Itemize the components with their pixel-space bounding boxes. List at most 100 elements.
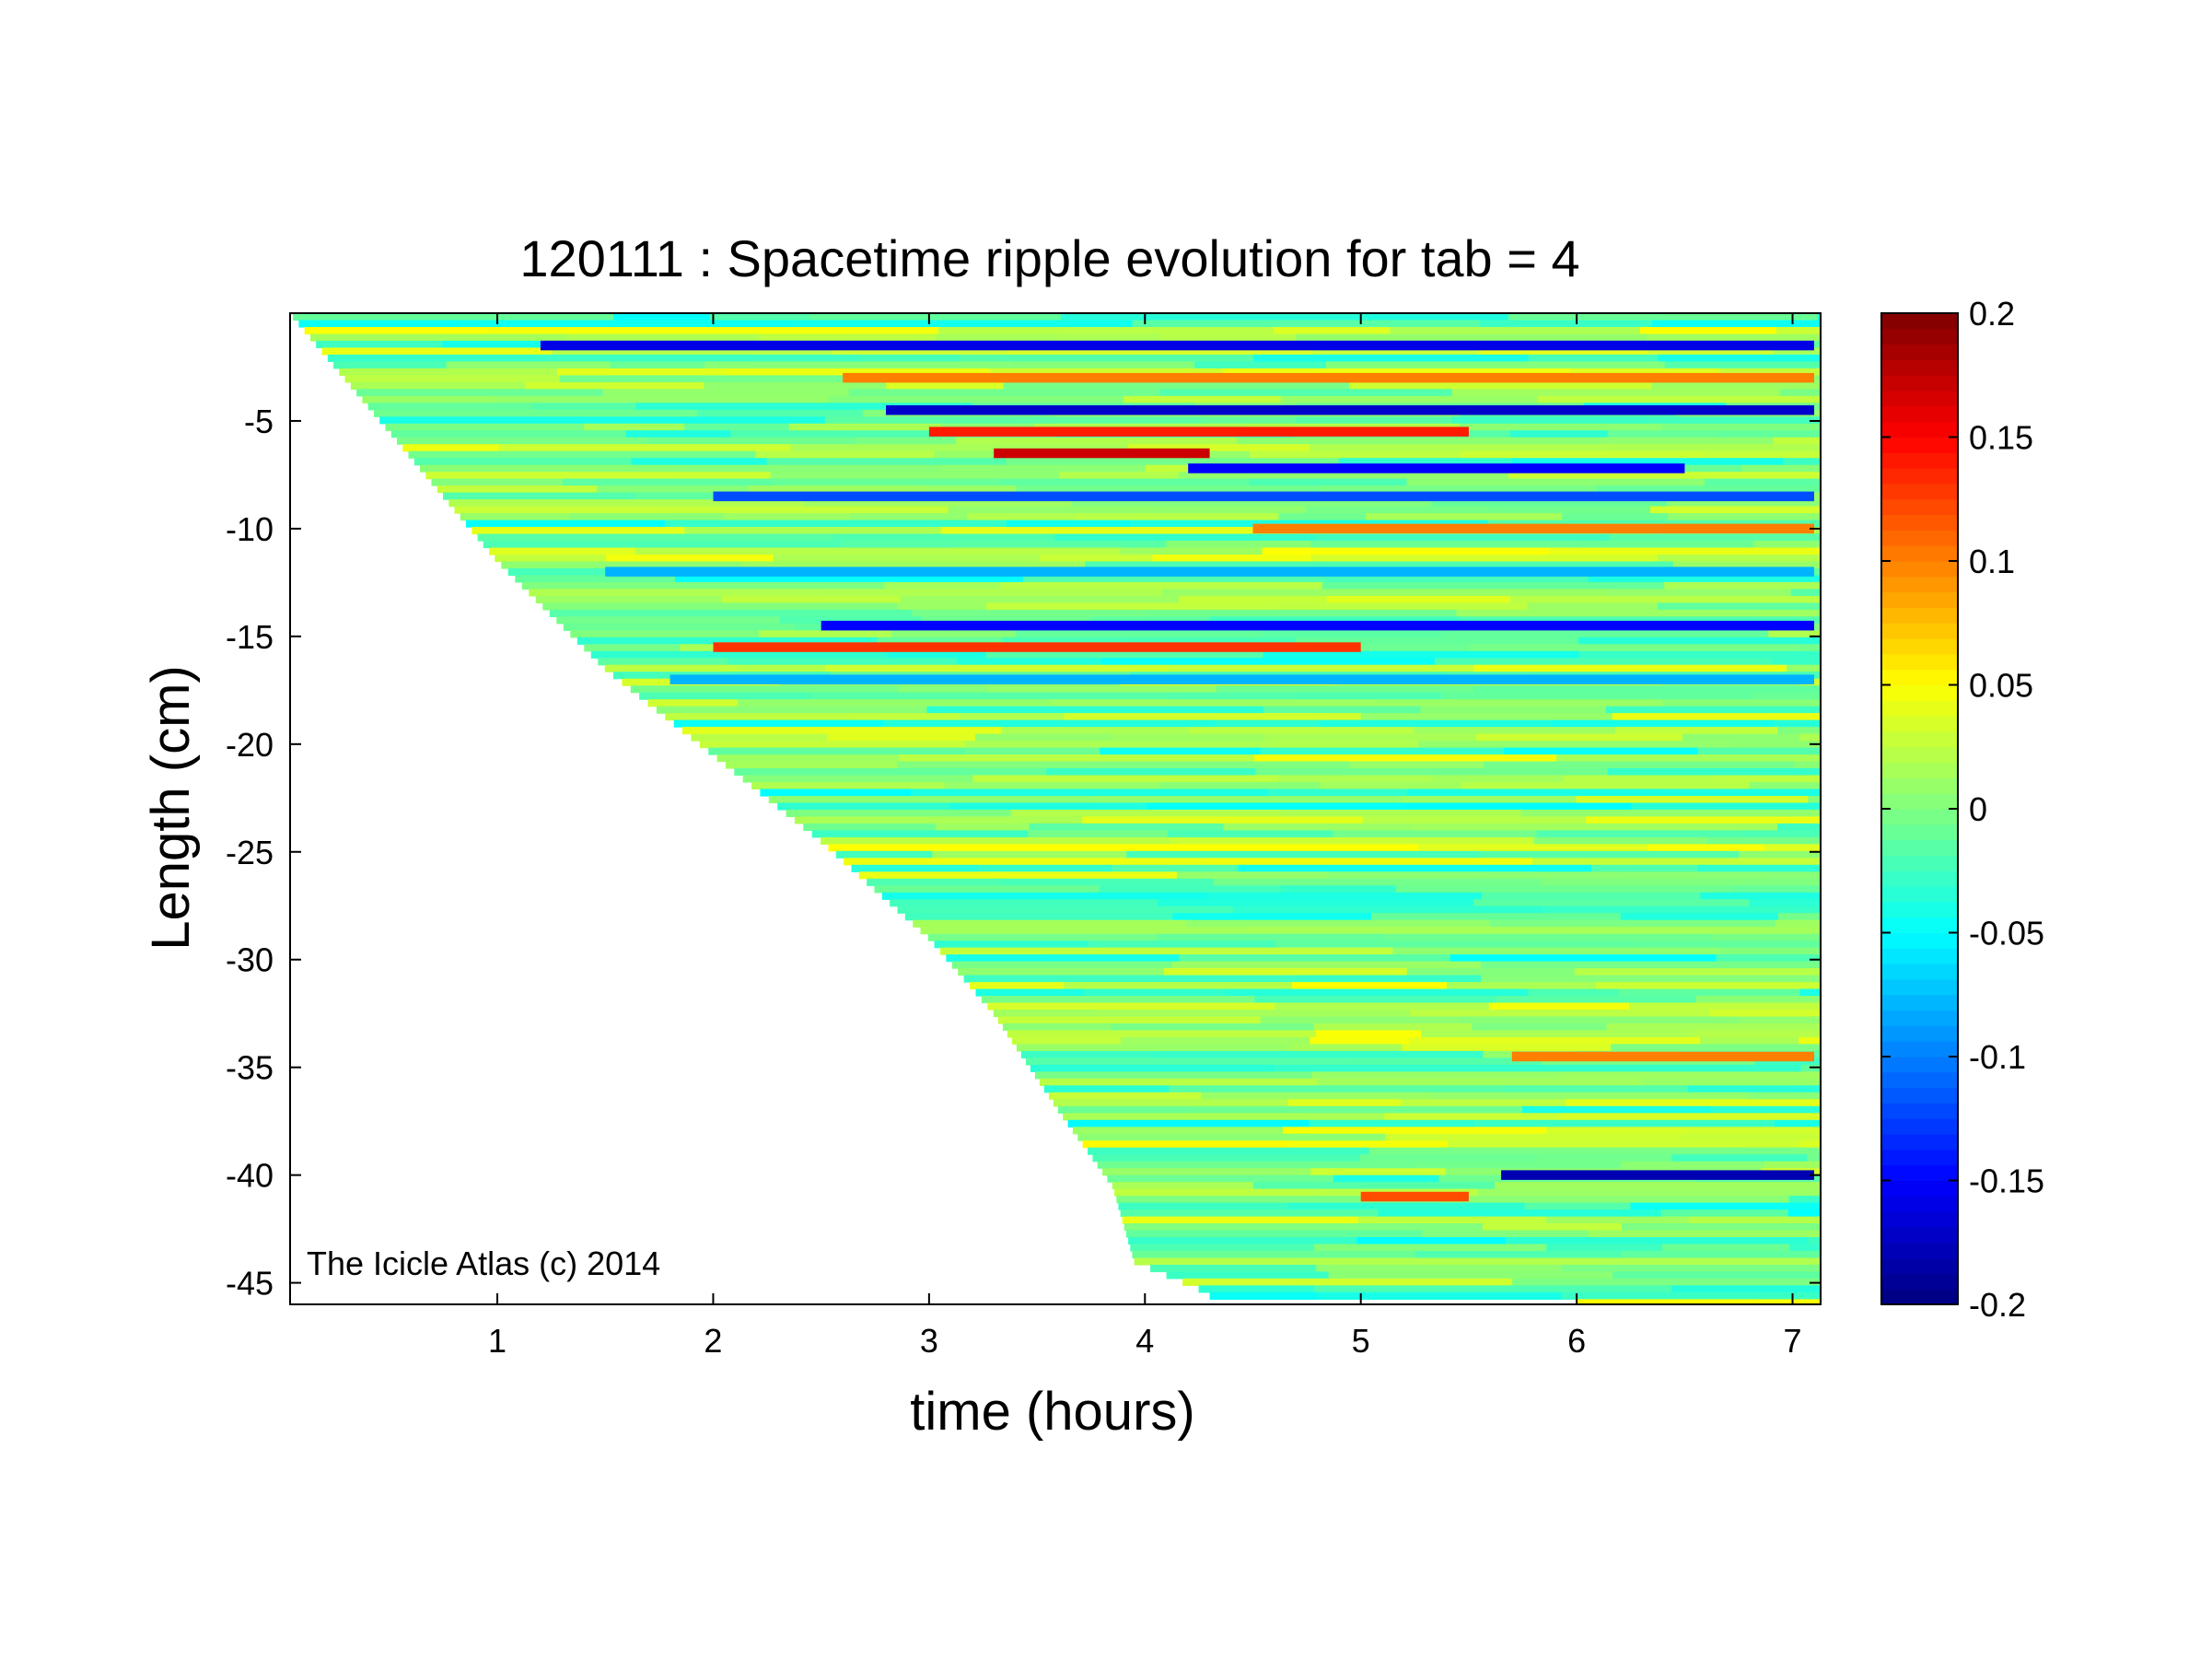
heatmap-cell [1777, 913, 1821, 921]
heatmap-cell [431, 478, 564, 486]
heatmap-cell [927, 933, 1158, 941]
heatmap-cell [1542, 1057, 1756, 1066]
heatmap-cell [1595, 982, 1821, 990]
heatmap-cell [498, 444, 792, 452]
colorbar-step [1881, 1164, 1958, 1181]
heatmap-cell [1757, 609, 1821, 617]
heatmap-cell [675, 575, 1024, 583]
heatmap-cell [1667, 499, 1821, 508]
heatmap-cell [569, 513, 725, 521]
heatmap-cell [1697, 864, 1821, 872]
heatmap-cell [1610, 533, 1821, 542]
ripple-band [713, 642, 1361, 652]
colorbar-step [1881, 901, 1958, 918]
heatmap-cell [1414, 727, 1616, 735]
heatmap-cell [1402, 1044, 1612, 1052]
heatmap-cell [932, 850, 1127, 859]
colorbar-step [1881, 1226, 1958, 1244]
heatmap-cell [1406, 968, 1576, 976]
heatmap-cell [1376, 699, 1663, 707]
heatmap-cell [1773, 719, 1821, 728]
heatmap-cell [709, 313, 811, 321]
heatmap-cell [726, 368, 991, 376]
heatmap-cell [298, 320, 460, 328]
y-tick-label: -10 [226, 510, 274, 548]
heatmap-cell [1092, 1154, 1361, 1162]
heatmap-cell [1205, 892, 1483, 900]
heatmap-cell [316, 340, 443, 348]
heatmap-cell [936, 333, 1059, 342]
ripple-band [1360, 1191, 1469, 1202]
heatmap-cell [1561, 1071, 1821, 1080]
heatmap-cell [535, 595, 723, 603]
heatmap-cell [1687, 1085, 1795, 1093]
heatmap-cell [1310, 555, 1659, 563]
heatmap-cell [1321, 581, 1665, 590]
colorbar-step [1881, 1103, 1958, 1119]
heatmap-cell [967, 513, 1077, 521]
heatmap-cell [570, 630, 760, 638]
heatmap-cell [955, 541, 1167, 549]
heatmap-cell [1366, 513, 1563, 521]
heatmap-cell [1570, 368, 1721, 376]
heatmap-cell [760, 789, 912, 797]
heatmap-cell [1051, 699, 1377, 707]
heatmap-cell [1476, 733, 1683, 742]
heatmap-cell [1773, 347, 1821, 356]
colorbar-step [1881, 824, 1958, 841]
heatmap-cell [682, 727, 1003, 735]
heatmap-cell [1118, 1202, 1288, 1210]
heatmap-cell [630, 685, 899, 694]
heatmap-cell [1290, 1140, 1449, 1149]
heatmap-cell [1333, 1174, 1439, 1183]
heatmap-cell [1316, 1078, 1642, 1086]
heatmap-cell [794, 816, 1083, 824]
heatmap-cell [1311, 1071, 1563, 1080]
ripple-band [605, 567, 1814, 577]
colorbar-tick-label: 0.2 [1969, 295, 2015, 333]
heatmap-cell [402, 444, 500, 452]
heatmap-cell [1085, 561, 1329, 569]
heatmap-cell [1481, 961, 1821, 969]
heatmap-cell [1017, 416, 1202, 425]
y-tick-label: -5 [244, 403, 274, 440]
heatmap-cell [1362, 816, 1587, 824]
heatmap-cell [556, 616, 781, 625]
heatmap-cell [1404, 802, 1632, 811]
heatmap-cell [1764, 1161, 1821, 1169]
heatmap-cell [1001, 727, 1190, 735]
heatmap-cell [1636, 940, 1821, 949]
heatmap-cell [699, 741, 966, 749]
heatmap-cell [751, 782, 946, 790]
heatmap-cell [1741, 464, 1821, 473]
heatmap-cell [1563, 775, 1715, 783]
heatmap-cell [1682, 733, 1800, 742]
heatmap-cell [1328, 561, 1674, 569]
heatmap-cell [881, 892, 1207, 900]
x-tick-label: 6 [1567, 1322, 1586, 1360]
heatmap-cell [965, 747, 1100, 755]
heatmap-cell [691, 733, 828, 742]
colorbar-step [1881, 421, 1958, 438]
heatmap-cell [1166, 844, 1418, 852]
heatmap-cell [1406, 478, 1706, 486]
heatmap-cell [1127, 444, 1310, 452]
heatmap-cell [606, 555, 774, 563]
heatmap-cell [1697, 747, 1821, 755]
heatmap-cell [1440, 692, 1752, 700]
heatmap-cell [1622, 1223, 1821, 1232]
heatmap-cell [1807, 1154, 1821, 1162]
heatmap-cell [749, 485, 927, 494]
colorbar-tick-label: -0.1 [1969, 1038, 2026, 1076]
heatmap-cell [956, 658, 1102, 666]
heatmap-cell [1749, 899, 1821, 907]
heatmap-cell [446, 361, 611, 369]
colorbar-step [1881, 437, 1958, 453]
heatmap-cell [321, 347, 553, 356]
heatmap-cell [1075, 513, 1279, 521]
colorbar-tick-label: 0 [1969, 790, 1987, 828]
heatmap-cell [1709, 1010, 1821, 1018]
heatmap-cell [734, 768, 1047, 777]
colorbar-step [1881, 344, 1958, 360]
heatmap-cell [385, 423, 585, 431]
